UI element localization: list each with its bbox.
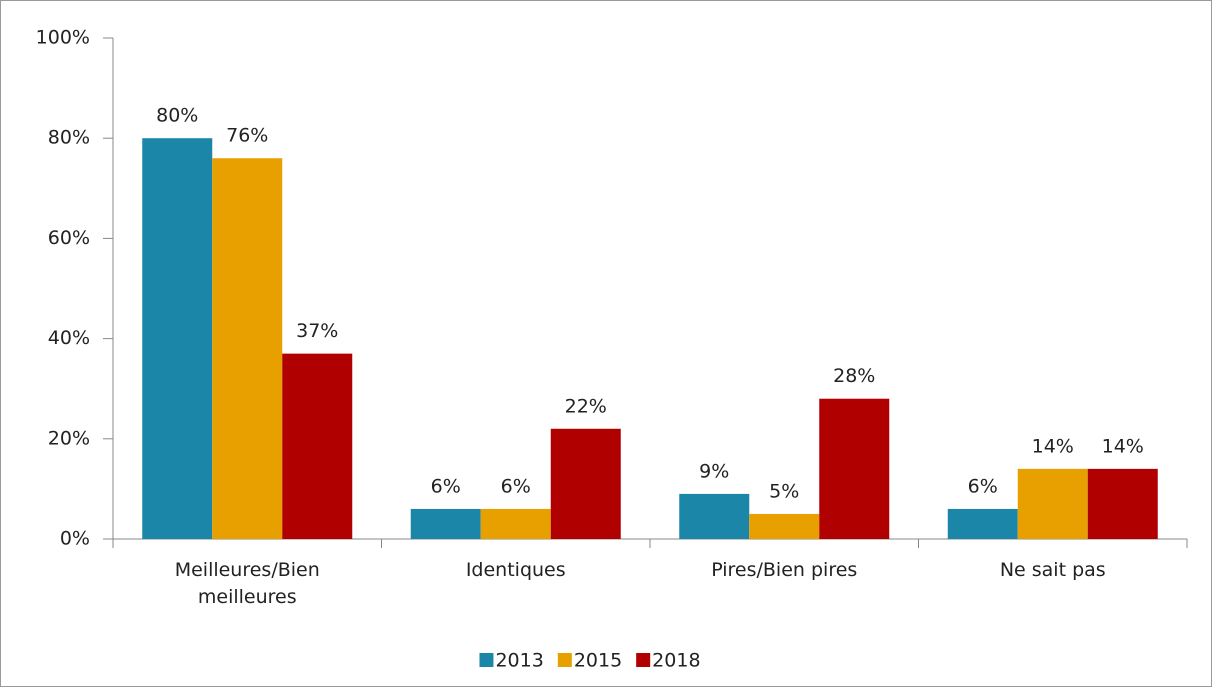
y-tick-label: 100% [36, 27, 90, 49]
data-label: 76% [226, 125, 268, 147]
bar [480, 508, 551, 539]
data-label: 5% [769, 480, 799, 502]
legend: 2013 2015 2018 [479, 650, 701, 672]
x-tick-label-box: Identiques [465, 559, 566, 581]
data-label: 37% [296, 320, 338, 342]
legend-label: 2013 [495, 650, 543, 672]
x-tick-label: Ne sait pas [999, 559, 1106, 581]
legend-label: 2018 [652, 650, 700, 672]
x-tick-label: Pires/Bien pires [711, 559, 858, 581]
legend-swatch [636, 653, 651, 667]
bar [1087, 468, 1158, 539]
x-tick-label-box: Meilleures/Bien meilleures [174, 559, 320, 608]
bar [212, 158, 283, 540]
bar [1017, 468, 1088, 539]
bar [550, 428, 621, 539]
x-tick-label-box: Pires/Bien pires [711, 559, 858, 581]
x-tick-label-box: Ne sait pas [999, 559, 1106, 581]
bar [749, 513, 820, 539]
data-label: 6% [968, 475, 998, 497]
y-tick-label: 0% [60, 528, 90, 550]
bar [819, 398, 890, 539]
data-label: 14% [1032, 435, 1074, 457]
data-label: 9% [699, 460, 729, 482]
y-tick-label: 60% [48, 227, 90, 249]
legend-label: 2015 [574, 650, 622, 672]
legend-swatch [479, 653, 494, 667]
bar [142, 138, 213, 539]
data-label: 6% [431, 475, 461, 497]
data-label: 80% [156, 105, 198, 127]
y-tick-label: 20% [48, 427, 90, 449]
legend-swatch [557, 653, 572, 667]
bar [679, 493, 750, 539]
bar [282, 353, 353, 539]
data-label: 6% [501, 475, 531, 497]
bar [410, 508, 481, 539]
y-tick-label: 40% [48, 327, 90, 349]
x-tick-label: Identiques [465, 559, 566, 581]
data-label: 14% [1102, 435, 1144, 457]
y-tick-label: 80% [48, 127, 90, 149]
bar [947, 508, 1018, 539]
data-label: 22% [565, 395, 607, 417]
x-tick-label: Meilleures/Bien meilleures [174, 559, 320, 608]
data-label: 28% [833, 365, 875, 387]
